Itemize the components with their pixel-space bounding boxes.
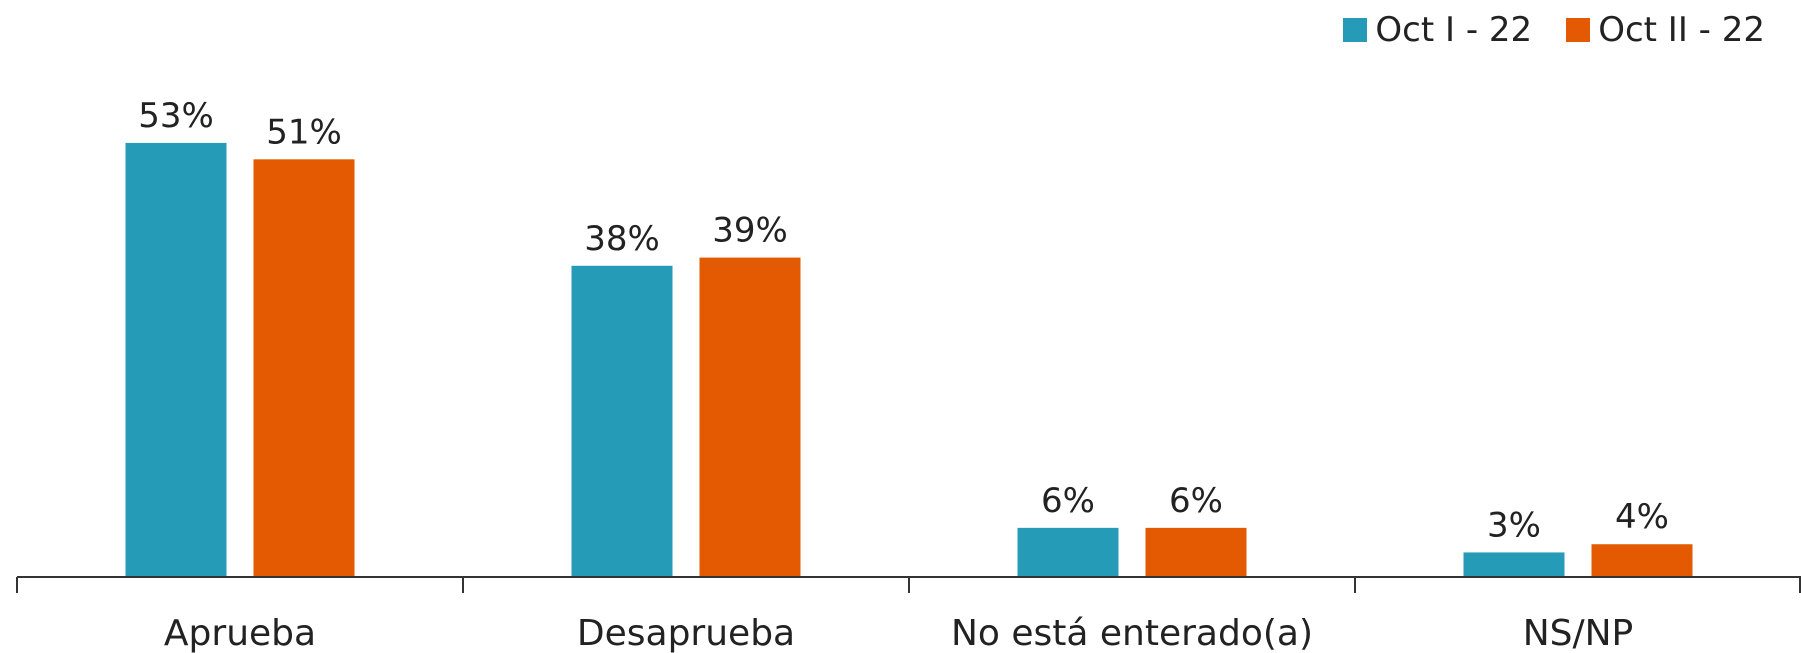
- data-label-2-3: 6%: [1169, 481, 1223, 521]
- bar-1-3: [1017, 527, 1119, 577]
- data-label-2-2: 39%: [712, 211, 788, 251]
- bar-2-2: [699, 257, 801, 577]
- category-label-4: NS/NP: [1523, 613, 1634, 653]
- bar-1-2: [571, 265, 673, 577]
- category-label-2: Desaprueba: [577, 613, 795, 653]
- legend-swatch-series-1: [1343, 18, 1368, 42]
- data-label-2-4: 4%: [1615, 497, 1669, 537]
- category-label-3: No está enterado(a): [951, 613, 1313, 653]
- data-label-1-1: 53%: [138, 96, 214, 136]
- legend-item-series-2: Oct II - 22: [1566, 10, 1765, 50]
- legend-label-series-2: Oct II - 22: [1598, 10, 1765, 50]
- bar-2-3: [1145, 527, 1247, 577]
- chart-legend: Oct I - 22 Oct II - 22: [1343, 10, 1765, 50]
- bar-1-4: [1463, 552, 1565, 577]
- data-label-1-3: 6%: [1041, 481, 1095, 521]
- bar-2-4: [1591, 544, 1693, 577]
- category-label-1: Aprueba: [164, 613, 316, 653]
- bar-1-1: [125, 142, 227, 577]
- bar-2-1: [253, 159, 355, 577]
- data-label-2-1: 51%: [266, 112, 342, 152]
- legend-label-series-1: Oct I - 22: [1375, 10, 1533, 50]
- data-label-1-4: 3%: [1487, 505, 1541, 545]
- data-label-1-2: 38%: [584, 219, 660, 259]
- legend-item-series-1: Oct I - 22: [1343, 10, 1532, 50]
- legend-swatch-series-2: [1566, 18, 1591, 42]
